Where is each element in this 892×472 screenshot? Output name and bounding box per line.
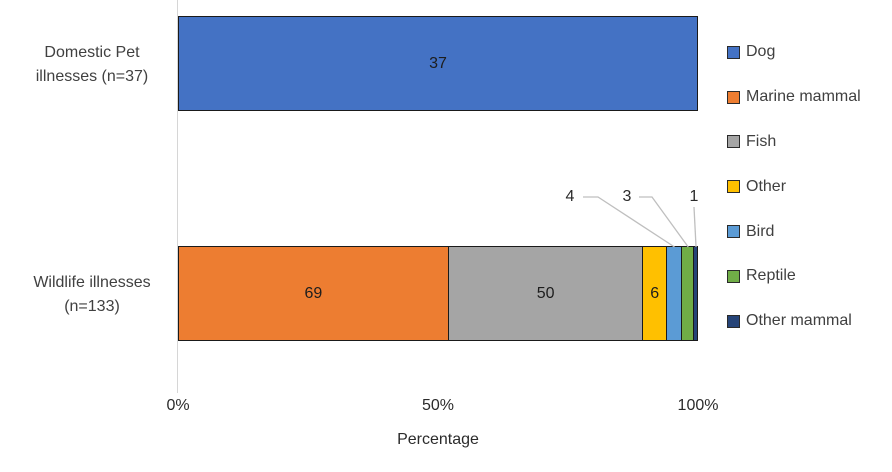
legend-label-other: Other (746, 177, 787, 195)
category-label-line: Wildlife illnesses (33, 273, 151, 291)
x-tick-0pct: 0% (166, 397, 190, 414)
bar-segment-marine-mammal: 69 (179, 247, 448, 340)
data-label-fish: 50 (536, 284, 555, 302)
legend-swatch-reptile (727, 269, 740, 283)
callout-label-other-mammal: 1 (689, 188, 699, 205)
legend-item-dog: Dog (727, 30, 861, 75)
bar-segment-reptile (681, 247, 694, 340)
data-label-marine-mammal: 69 (304, 284, 323, 302)
legend: Dog Marine mammal Fish Other Bird Reptile Othe… (727, 30, 861, 344)
leader-line-other-mammal (693, 206, 697, 248)
legend-swatch-dog (727, 45, 740, 59)
bar-segment-other: 6 (642, 247, 666, 340)
category-label-line: Domestic Pet (44, 43, 140, 61)
bar-segment-dog: 37 (179, 17, 697, 110)
legend-swatch-other-mammal (727, 314, 740, 328)
legend-item-reptile: Reptile (727, 254, 861, 299)
legend-item-other-mammal: Other mammal (727, 299, 861, 344)
legend-item-marine-mammal: Marine mammal (727, 75, 861, 120)
legend-label-dog: Dog (746, 43, 776, 61)
bar-segment-other-mammal (693, 247, 697, 340)
bar-row-wildlife-illnesses: 69 50 6 (178, 246, 698, 341)
legend-item-bird: Bird (727, 209, 861, 254)
x-axis-title: Percentage (397, 431, 479, 448)
bar-row-domestic-pet: 37 (178, 16, 698, 111)
legend-swatch-marine-mammal (727, 90, 740, 104)
legend-label-marine-mammal: Marine mammal (746, 88, 861, 106)
legend-label-fish: Fish (746, 132, 777, 150)
callout-label-bird: 4 (565, 188, 575, 205)
category-label-line: (n=133) (64, 297, 120, 315)
x-tick-100pct: 100% (677, 397, 719, 414)
callout-label-reptile: 3 (622, 188, 632, 205)
legend-label-reptile: Reptile (746, 267, 796, 285)
bar-segment-fish: 50 (447, 247, 643, 340)
legend-item-other: Other (727, 164, 861, 209)
legend-item-fish: Fish (727, 120, 861, 165)
category-axis-line (177, 0, 178, 393)
legend-swatch-other (727, 180, 740, 194)
x-tick-50pct: 50% (421, 397, 455, 414)
legend-label-other-mammal: Other mammal (746, 312, 852, 330)
category-label-line: illnesses (n=37) (35, 67, 149, 85)
data-label-other: 6 (650, 284, 660, 302)
legend-label-bird: Bird (746, 222, 775, 240)
leader-line-reptile (639, 196, 689, 248)
data-label-dog: 37 (429, 54, 447, 72)
category-label-wildlife-illnesses: Wildlife illnesses (n=133) (4, 271, 180, 319)
legend-swatch-bird (727, 225, 740, 239)
category-label-domestic-pet: Domestic Pet illnesses (n=37) (4, 41, 180, 89)
bar-segment-bird (665, 247, 682, 340)
legend-swatch-fish (727, 135, 740, 149)
